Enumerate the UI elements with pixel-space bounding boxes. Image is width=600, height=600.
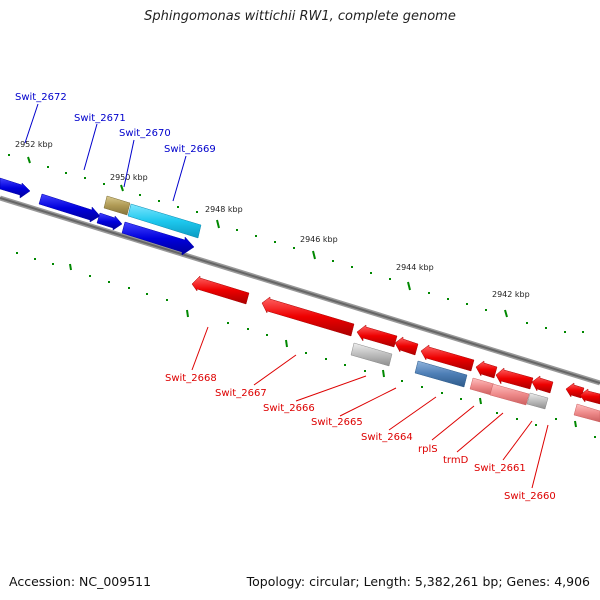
gene-arrow-swit-2661[interactable] [526,392,549,410]
gene-arrow-trmd[interactable] [495,367,534,390]
gene-arrow-swit-2669b[interactable] [121,221,195,256]
gene-label-swit-2661[interactable]: Swit_2661 [474,463,526,474]
gene-label-swit-2668[interactable]: Swit_2668 [165,373,217,384]
lower-scale-dots [16,252,596,438]
forward-callout-lines [24,103,187,202]
reverse-strand-genes [191,275,600,423]
tick-label: 2946 kbp [300,235,338,244]
reverse-callout-lines [191,326,549,489]
topology-text: Topology: circular; Length: 5,382,261 bp… [246,574,590,589]
gene-arrow-trmd-b[interactable] [489,383,530,406]
gene-arrow-rpls-b[interactable] [469,377,495,396]
tick-label: 2952 kbp [15,140,53,149]
gene-arrow-swit-2660b[interactable] [579,388,600,405]
gene-arrow-swit-2664[interactable] [420,344,475,372]
gene-arrow-swit-2673[interactable] [0,177,31,199]
gene-label-swit-2672[interactable]: Swit_2672 [15,92,67,103]
gene-arrow-rpls[interactable] [475,360,498,379]
gene-arrow-swit-2669[interactable] [127,203,202,239]
gene-arrow-swit-2667[interactable] [261,296,355,337]
genome-title: Sphingomonas wittichii RW1, complete gen… [144,9,456,24]
gene-label-swit-2664[interactable]: Swit_2664 [361,432,413,443]
tick-label: 2948 kbp [205,205,243,214]
gene-label-rpls[interactable]: rplS [418,444,438,455]
accession-text: Accession: NC_009511 [9,574,152,589]
upper-major-ticks [27,156,508,318]
tick-label: 2942 kbp [492,290,530,299]
gene-label-swit-2660[interactable]: Swit_2660 [504,491,556,502]
tick-label: 2950 kbp [110,173,148,182]
gene-arrow-swit-2664b[interactable] [414,360,468,388]
gene-arrow-swit-2661b[interactable] [531,375,554,394]
tick-label: 2944 kbp [396,263,434,272]
gene-arrow-swit-2672[interactable] [38,193,101,223]
upper-scale-dots [8,154,584,333]
gene-arrow-swit-2665[interactable] [356,324,398,348]
gene-label-swit-2671[interactable]: Swit_2671 [74,113,126,124]
gene-label-swit-2669[interactable]: Swit_2669 [164,144,216,155]
lower-major-ticks [69,263,577,428]
gene-label-swit-2670[interactable]: Swit_2670 [119,128,171,139]
gene-arrow-swit-2668[interactable] [191,275,250,305]
gene-arrow-swit-2671[interactable] [96,212,123,231]
gene-label-swit-2666[interactable]: Swit_2666 [263,403,315,414]
gene-label-swit-2667[interactable]: Swit_2667 [215,388,267,399]
gene-label-trmd[interactable]: trmD [443,455,469,466]
gene-arrow-swit-2666[interactable] [350,342,393,367]
chromosome-backbone-core [0,197,600,384]
gene-arrow-swit-2665b[interactable] [394,336,419,356]
forward-strand-genes [0,177,202,256]
gene-label-swit-2665[interactable]: Swit_2665 [311,417,363,428]
gene-arrow-swit-2659[interactable] [573,403,600,423]
gene-arrow-swit-2670[interactable] [103,195,131,216]
